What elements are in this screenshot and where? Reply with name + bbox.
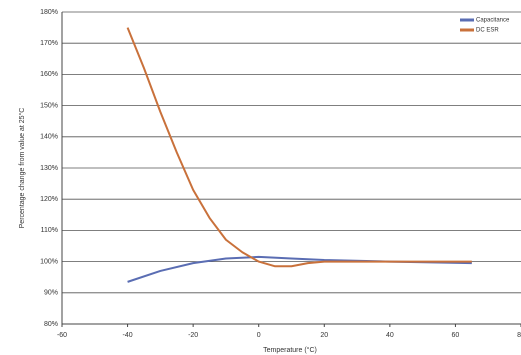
x-tick-label: -20 [188,332,198,339]
y-tick-label: 140% [40,134,58,141]
line-series [126,27,472,268]
x-tick-label: 40 [386,332,394,339]
y-tick-label: 80% [44,321,58,328]
x-tick-label: 80 [517,332,521,339]
x-tick-label: 0 [257,332,261,339]
legend-label: DC ESR [476,28,499,34]
y-tick-label: 110% [41,227,58,234]
y-tick-label: 100% [40,258,58,265]
y-tick-label: 180% [40,9,58,16]
y-tick-label: 160% [40,71,58,78]
y-axis-label: Percentage change from value at 25°C [18,108,26,229]
x-tick-label: 20 [320,332,328,339]
x-tick-label: 60 [452,332,460,339]
x-tick-label: -40 [123,332,133,339]
legend-label: Capacitance [476,18,510,24]
y-tick-label: 90% [44,290,58,297]
x-tick-label: -60 [57,332,67,339]
x-axis-label: Temperature (°C) [263,346,317,354]
y-tick-label: 130% [40,165,58,172]
y-tick-label: 120% [40,196,58,203]
y-tick-label: 170% [40,40,58,47]
y-tick-label: 150% [40,102,58,109]
